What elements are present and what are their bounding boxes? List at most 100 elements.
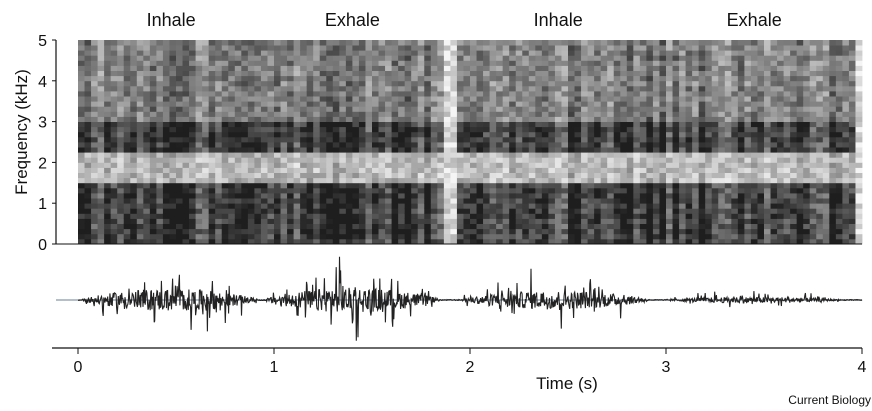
spectrogram-cell [737, 182, 745, 189]
spectrogram-cell [306, 187, 314, 194]
spectrogram-cell [731, 116, 739, 122]
spectrogram-cell [639, 116, 647, 122]
spectrogram-cell [326, 126, 334, 133]
spectrogram-cell [443, 55, 451, 61]
spectrogram-cell [404, 228, 412, 235]
spectrogram-cell [143, 208, 151, 214]
spectrogram-cell [724, 126, 732, 133]
spectrogram-cell [548, 60, 556, 66]
spectrogram-cell [293, 177, 301, 184]
spectrogram-cell [535, 218, 543, 224]
spectrogram-cell [84, 91, 92, 97]
spectrogram-cell [829, 187, 837, 194]
spectrogram-cell [594, 157, 602, 163]
spectrogram-cell [84, 116, 92, 122]
spectrogram-cell [228, 106, 236, 112]
spectrogram-cell [221, 213, 229, 219]
spectrogram-cell [594, 238, 602, 245]
spectrogram-cell [443, 136, 451, 143]
spectrogram-cell [352, 55, 360, 61]
spectrogram-cell [509, 85, 517, 92]
spectrogram-cell [829, 203, 837, 209]
spectrogram-cell [202, 96, 210, 102]
spectrogram-cell [711, 85, 719, 92]
spectrogram-cell [777, 238, 784, 245]
spectrogram-cell [541, 96, 549, 102]
spectrogram-cell [554, 172, 562, 179]
spectrogram-cell [764, 193, 771, 199]
spectrogram-cell [319, 101, 327, 107]
spectrogram-cell [456, 223, 464, 230]
spectrogram-cell [313, 106, 321, 112]
spectrogram-cell [515, 75, 523, 82]
spectrogram-cell [842, 208, 850, 214]
spectrogram-cell [104, 126, 112, 133]
spectrogram-cell [561, 177, 569, 184]
spectrogram-cell [790, 198, 798, 204]
spectrogram-cell [176, 182, 183, 189]
spectrogram-cell [195, 142, 203, 148]
spectrogram-cell [156, 142, 164, 148]
spectrogram-cell [156, 182, 164, 189]
spectrogram-cell [339, 238, 347, 245]
spectrogram-cell [162, 101, 170, 107]
spectrogram-cell [718, 91, 726, 97]
spectrogram-cell [646, 177, 654, 184]
spectrogram-cell [215, 70, 223, 77]
spectrogram-cell [176, 177, 183, 184]
spectrogram-cell [293, 193, 301, 199]
spectrogram-cell [659, 75, 667, 82]
spectrogram-cell [202, 106, 210, 112]
spectrogram-cell [535, 228, 543, 235]
spectrogram-cell [764, 233, 771, 240]
spectrogram-cell [247, 45, 255, 51]
spectrogram-cell [372, 40, 379, 46]
spectrogram-cell [483, 147, 490, 153]
spectrogram-cell [123, 96, 131, 102]
spectrogram-cell [594, 203, 602, 209]
spectrogram-cell [280, 172, 288, 179]
spectrogram-cell [365, 228, 373, 235]
spectrogram-cell [770, 223, 778, 230]
spectrogram-cell [652, 70, 660, 77]
spectrogram-cell [260, 182, 268, 189]
spectrogram-cell [790, 238, 798, 245]
spectrogram-cell [319, 182, 327, 189]
spectrogram-cell [750, 40, 758, 46]
spectrogram-cell [515, 187, 523, 194]
spectrogram-cell [443, 198, 451, 204]
spectrogram-cell [528, 238, 536, 245]
spectrogram-cell [293, 70, 301, 77]
spectrogram-cell [744, 50, 752, 56]
spectrogram-cell [803, 111, 811, 117]
spectrogram-cell [803, 80, 811, 87]
spectrogram-cell [293, 50, 301, 56]
spectrogram-cell [463, 50, 471, 56]
spectrogram-cell [626, 198, 634, 204]
spectrogram-cell [750, 238, 758, 245]
spectrogram-cell [796, 193, 804, 199]
spectrogram-cell [496, 126, 504, 133]
spectrogram-cell [208, 233, 216, 240]
spectrogram-cell [254, 223, 262, 230]
spectrogram-cell [202, 182, 210, 189]
spectrogram-cell [202, 233, 210, 240]
spectrogram-cell [711, 142, 719, 148]
spectrogram-cell [522, 116, 530, 122]
spectrogram-cell [757, 96, 765, 102]
spectrogram-cell [646, 65, 654, 71]
spectrogram-cell [313, 80, 321, 87]
spectrogram-cell [783, 136, 791, 143]
spectrogram-cell [130, 187, 138, 194]
spectrogram-cell [293, 101, 301, 107]
spectrogram-cell [424, 50, 432, 56]
spectrogram-cell [391, 182, 399, 189]
spectrogram-cell [783, 65, 791, 71]
spectrogram-cell [267, 55, 275, 61]
spectrogram-cell [424, 218, 432, 224]
spectrogram-cell [835, 238, 843, 245]
spectrogram-cell [254, 45, 262, 51]
spectrogram-cell [594, 233, 602, 240]
spectrogram-cell [313, 147, 321, 153]
spectrogram-cell [130, 101, 138, 107]
